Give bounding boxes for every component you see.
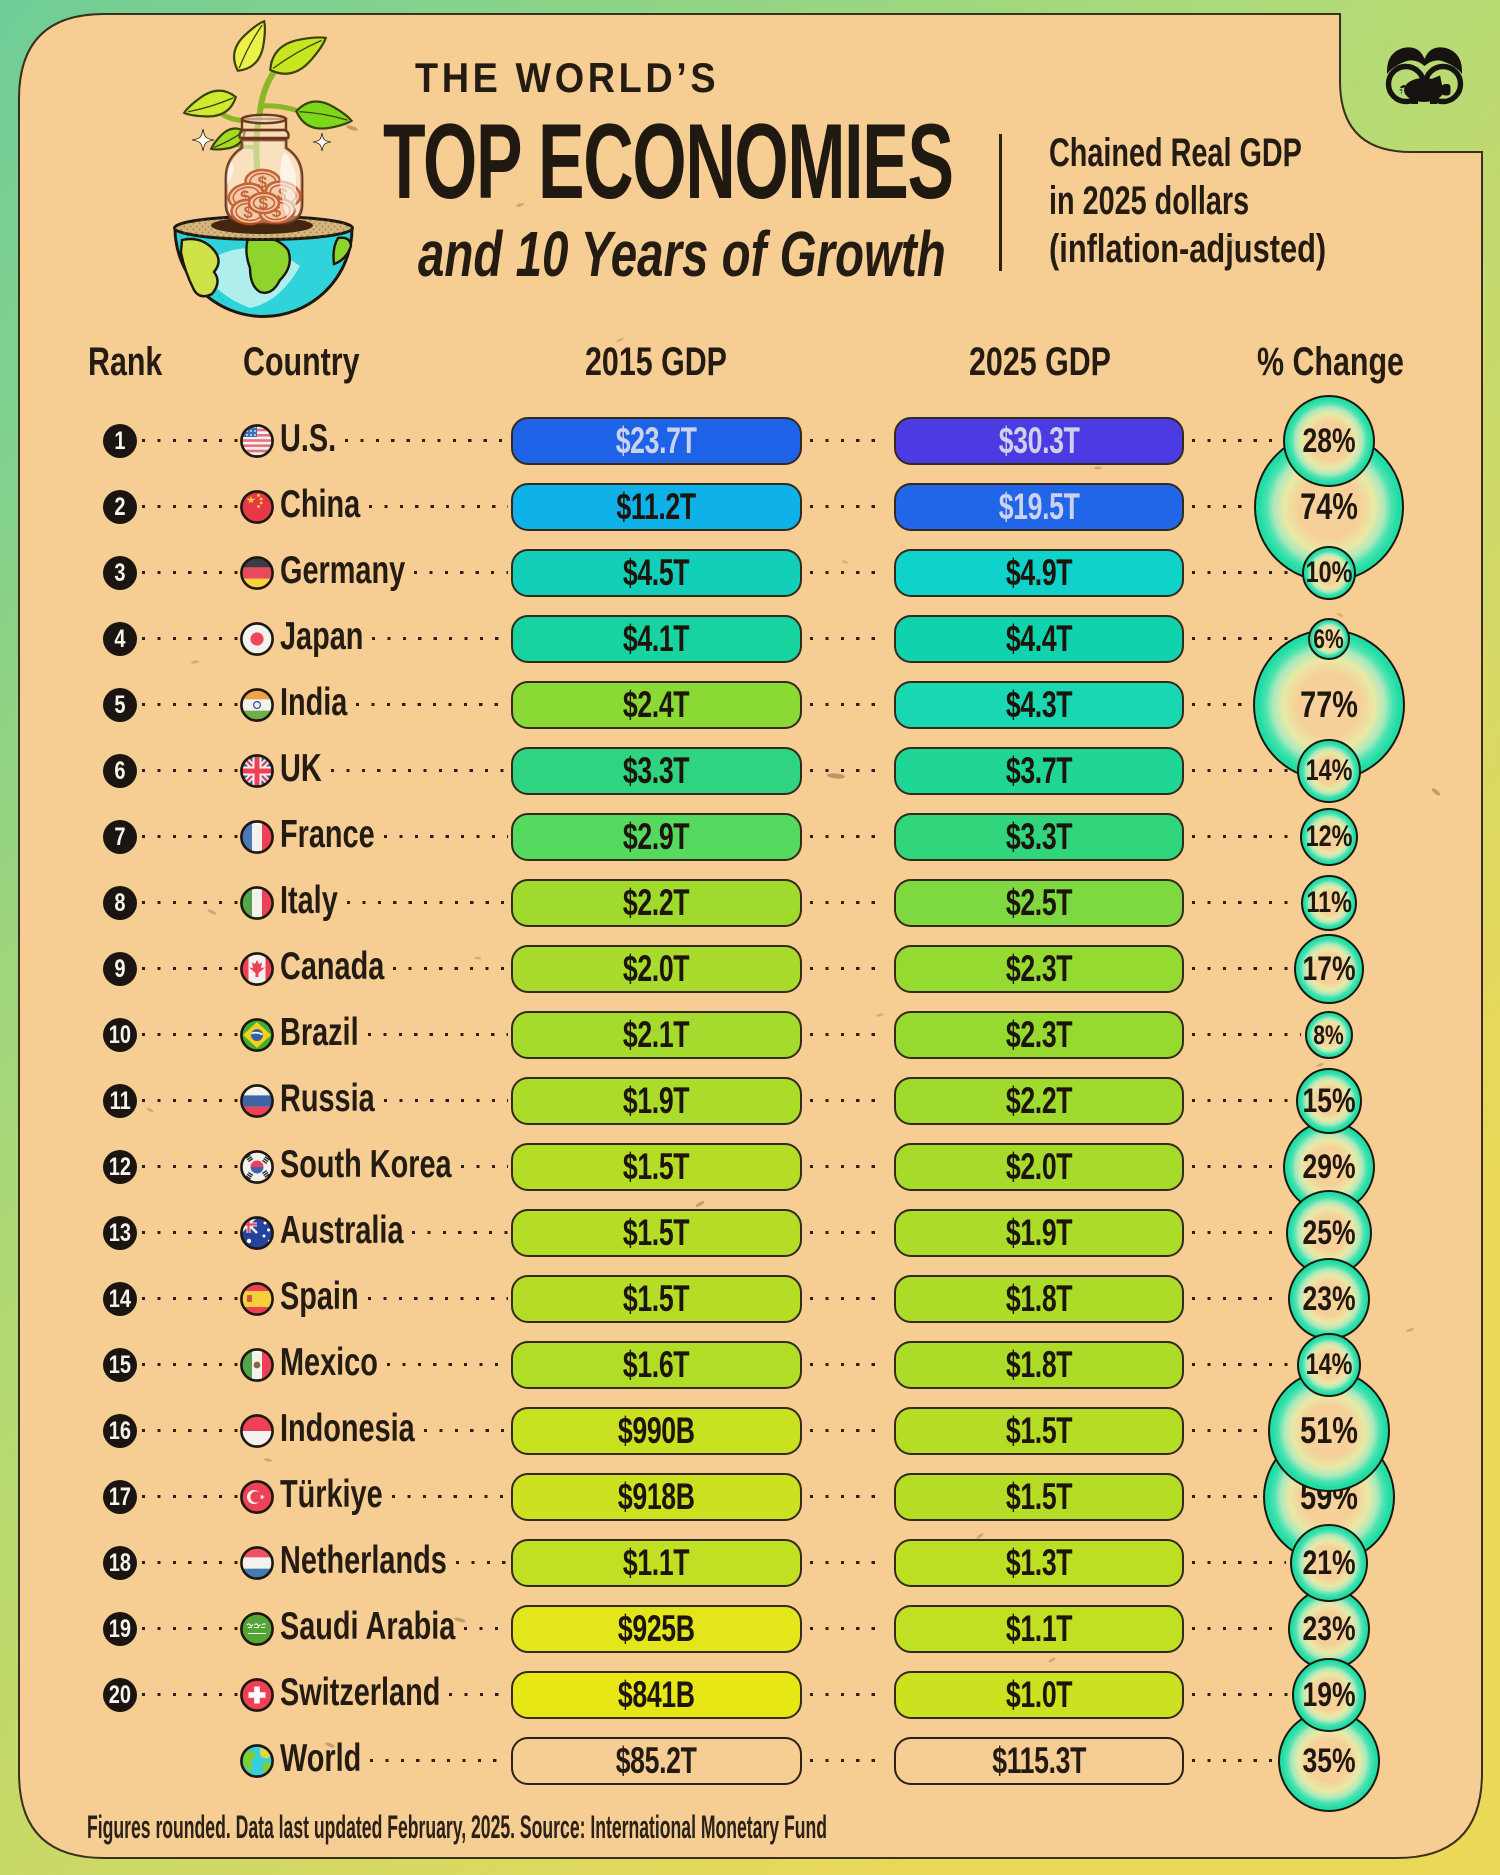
svg-text:$: $ [257, 173, 268, 192]
svg-text:$: $ [259, 194, 269, 213]
svg-text:$: $ [243, 203, 255, 223]
svg-text:$: $ [1398, 87, 1404, 98]
